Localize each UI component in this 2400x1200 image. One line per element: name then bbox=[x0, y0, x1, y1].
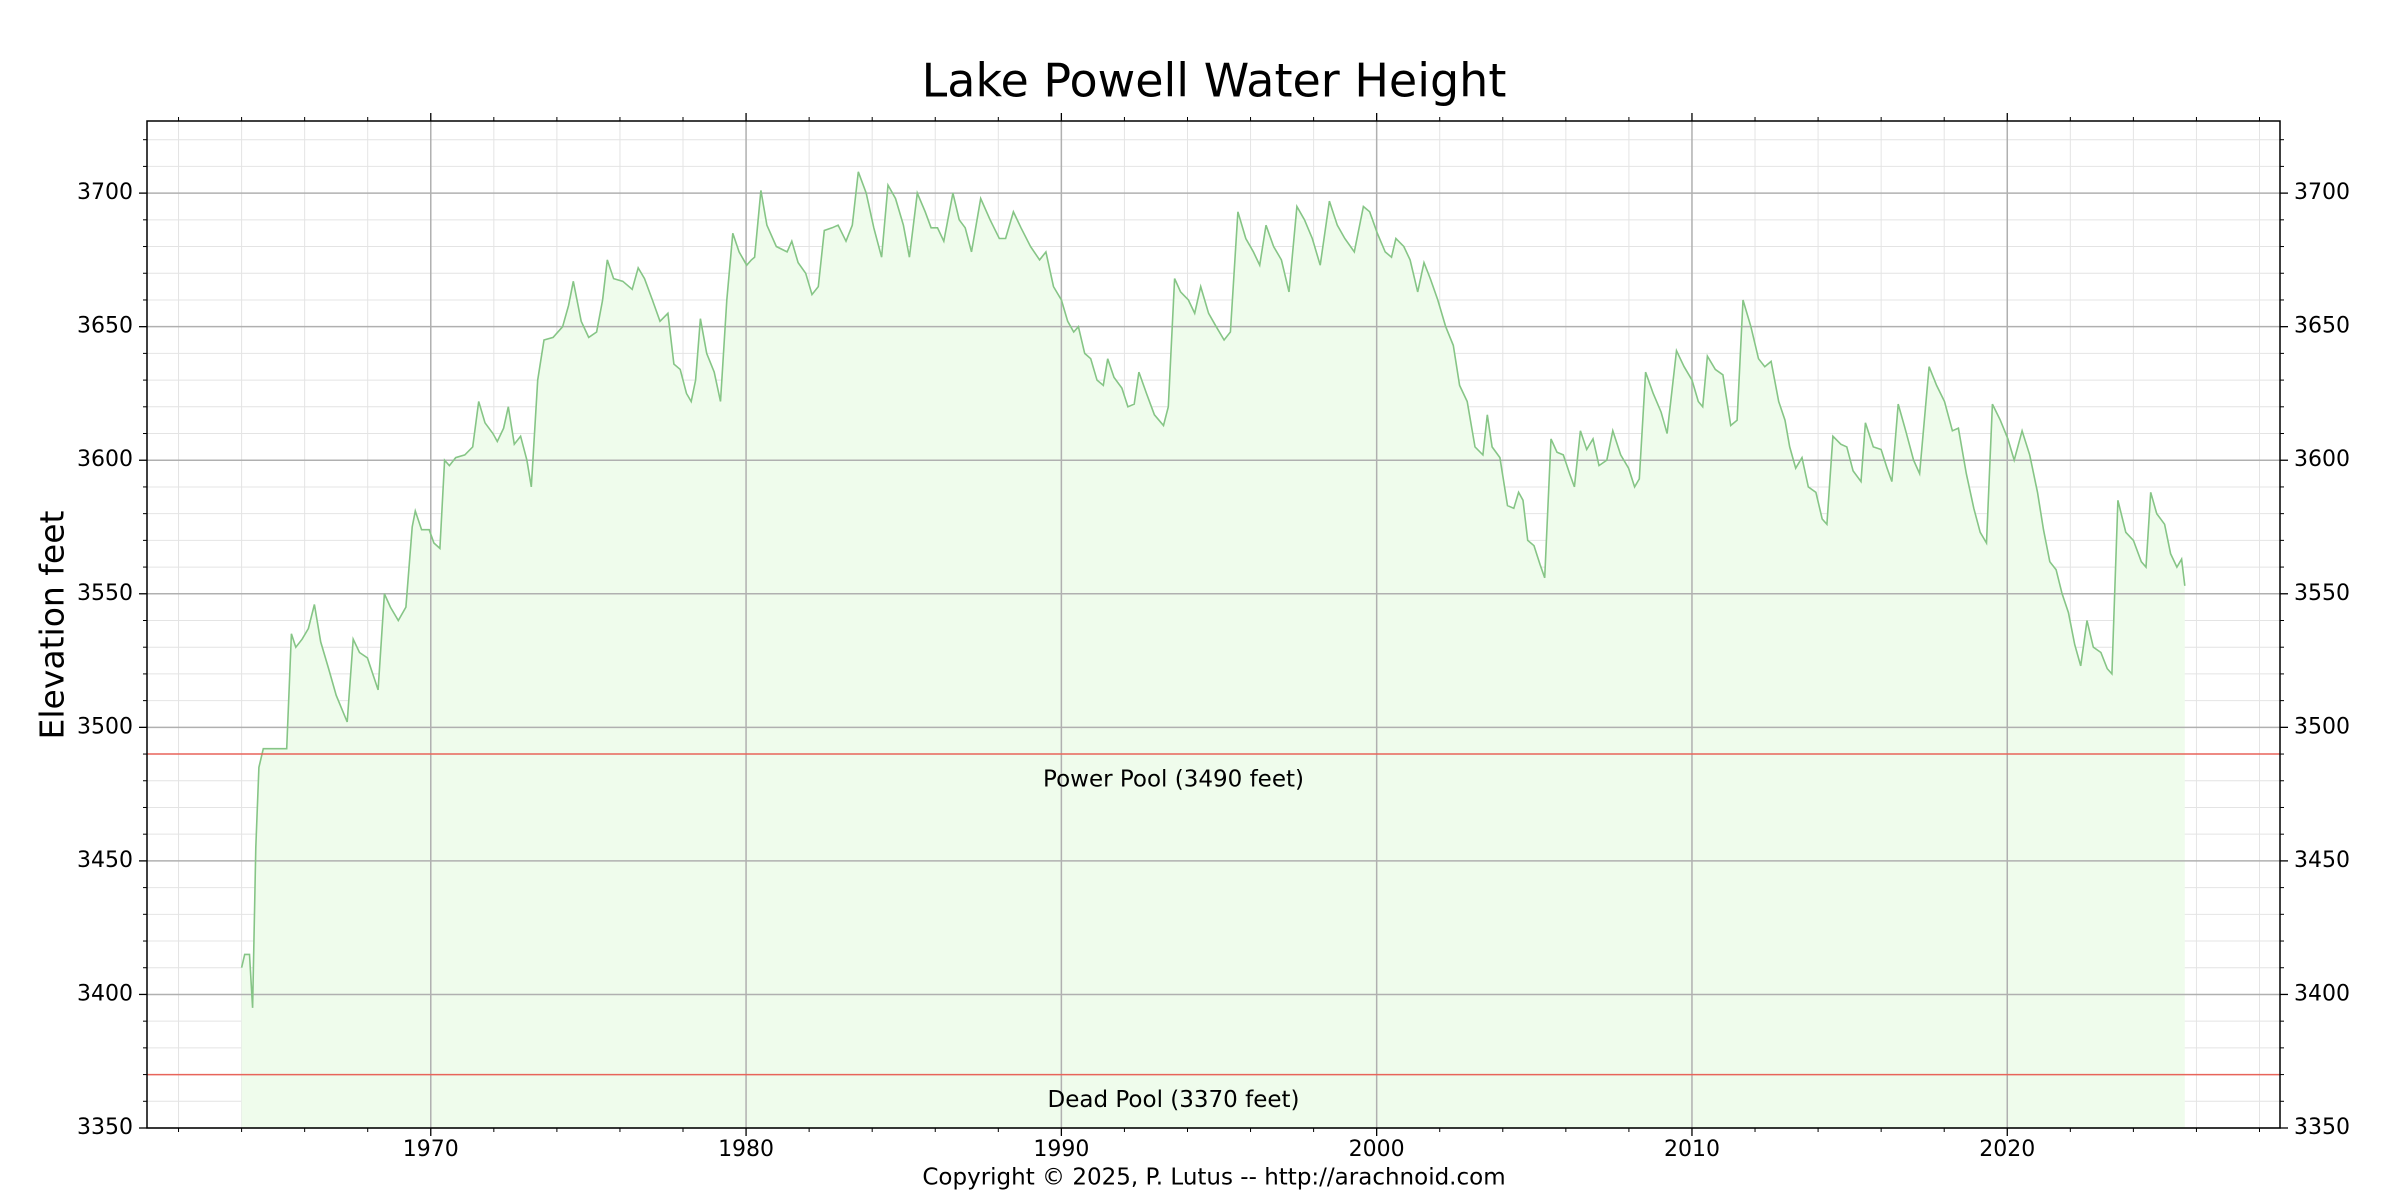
x-tick-label: 1980 bbox=[718, 1137, 774, 1162]
y-tick-label: 3700 bbox=[77, 180, 133, 205]
y-tick-label: 3600 bbox=[77, 447, 133, 472]
y-tick-label-right: 3500 bbox=[2294, 714, 2350, 739]
y-tick-label: 3450 bbox=[77, 848, 133, 873]
y-tick-label: 3550 bbox=[77, 581, 133, 606]
x-tick-label: 2000 bbox=[1349, 1137, 1405, 1162]
reference-label: Power Pool (3490 feet) bbox=[1043, 767, 1304, 793]
y-tick-label-right: 3650 bbox=[2294, 314, 2350, 339]
y-tick-label-right: 3400 bbox=[2294, 981, 2350, 1006]
x-tick-label: 2010 bbox=[1664, 1137, 1720, 1162]
y-tick-label: 3400 bbox=[77, 981, 133, 1006]
plot-frame bbox=[146, 120, 2281, 1129]
reference-label: Dead Pool (3370 feet) bbox=[1048, 1087, 1300, 1113]
footer: Copyright © 2025, P. Lutus -- http://ara… bbox=[922, 1165, 1505, 1191]
y-tick-label: 3650 bbox=[77, 314, 133, 339]
y-tick-label-right: 3600 bbox=[2294, 447, 2350, 472]
x-tick-label: 1970 bbox=[403, 1137, 459, 1162]
y-tick-label: 3500 bbox=[77, 714, 133, 739]
x-tick-label: 2020 bbox=[1979, 1137, 2035, 1162]
y-tick-label-right: 3350 bbox=[2294, 1115, 2350, 1140]
y-tick-label-right: 3700 bbox=[2294, 180, 2350, 205]
y-axis-label: Elevation feet bbox=[33, 510, 72, 739]
chart-title: Lake Powell Water Height bbox=[922, 54, 1507, 108]
data-line bbox=[240, 171, 2186, 1008]
area-fill bbox=[241, 171, 2185, 1129]
x-tick-label: 1990 bbox=[1033, 1137, 1089, 1162]
y-tick-label-right: 3450 bbox=[2294, 848, 2350, 873]
y-tick-label: 3350 bbox=[77, 1115, 133, 1140]
y-tick-label-right: 3550 bbox=[2294, 581, 2350, 606]
